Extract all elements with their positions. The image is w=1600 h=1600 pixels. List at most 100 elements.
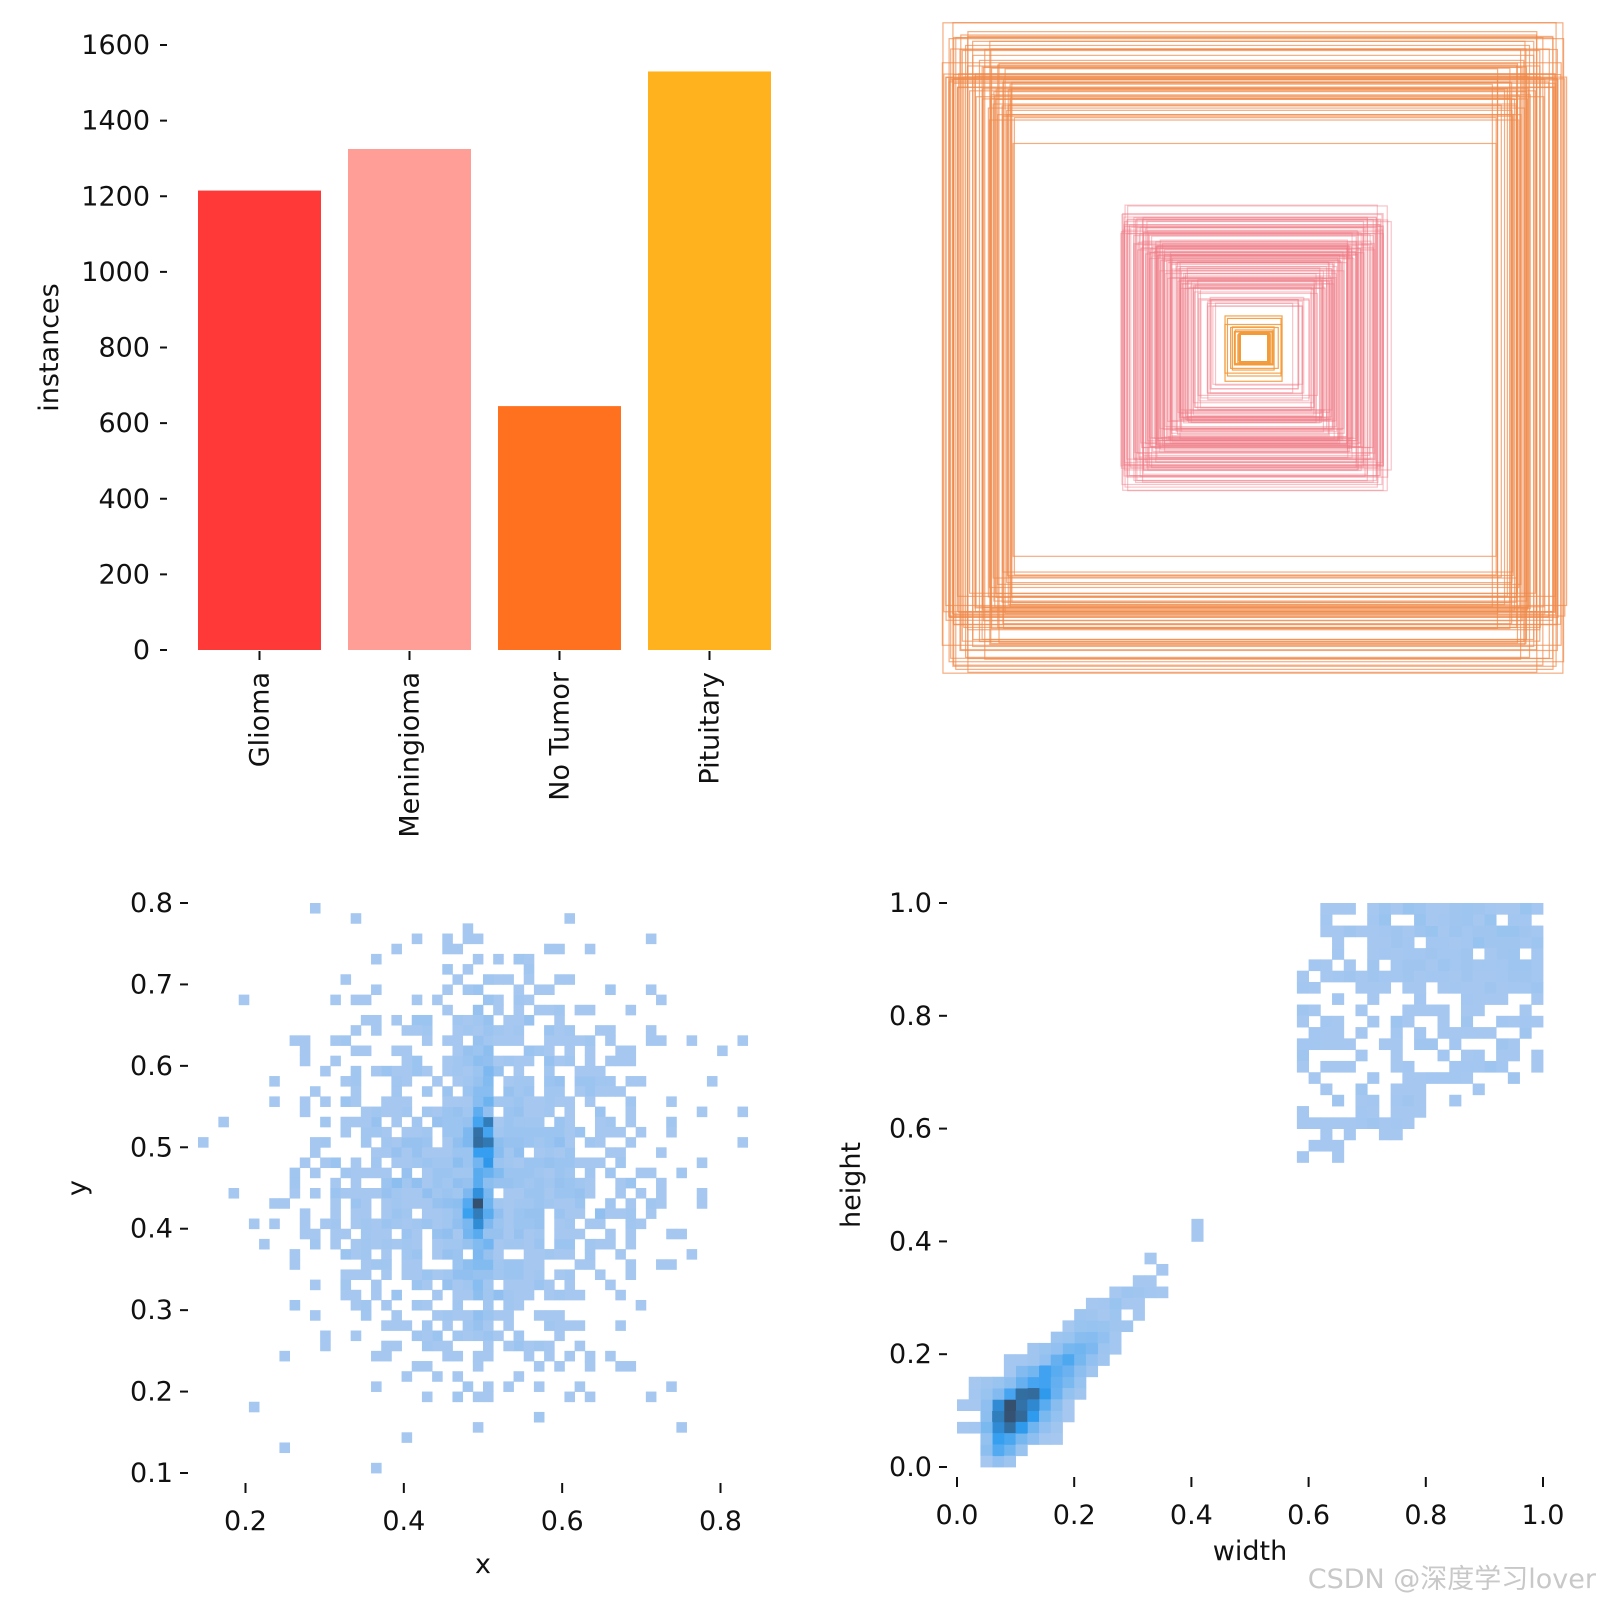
hist-cell: [411, 1198, 423, 1209]
hist-cell: [1332, 903, 1345, 915]
hist-cell: [411, 1330, 423, 1342]
hist-cell: [523, 974, 535, 985]
hist-cell: [544, 1340, 555, 1352]
hist-cell: [513, 1269, 525, 1281]
medium-box: [1147, 232, 1353, 459]
hist-cell: [544, 1310, 555, 1321]
hist-cell: [564, 1208, 576, 1219]
hist-cell: [564, 1147, 576, 1158]
hist-cell: [483, 1350, 494, 1362]
hist-cell: [594, 1116, 606, 1128]
medium-box: [1175, 265, 1338, 433]
hist-cell: [1132, 1275, 1145, 1287]
hist-cell: [381, 1177, 392, 1189]
hist-cell: [483, 1299, 494, 1311]
size-histogram-panel: 0.0 0.2 0.4 0.6 0.8 1.0 0.0 0.2 0.4 0.6 0.8 1.0 widt…: [836, 888, 1564, 1567]
hist-cell: [381, 1350, 392, 1362]
hist-cell: [1296, 1049, 1309, 1062]
hist-cell: [381, 1259, 392, 1270]
hist-cell: [523, 1279, 535, 1291]
y-tick-label: 0.4: [889, 1226, 932, 1257]
hist-cell: [1015, 1444, 1028, 1457]
hist-cell: [645, 984, 657, 996]
medium-box: [1155, 241, 1357, 463]
hist-cell: [584, 1076, 596, 1087]
hist-cell: [554, 1055, 565, 1067]
hist-cell: [554, 1086, 565, 1097]
hist-cell: [584, 1218, 596, 1230]
medium-box: [1169, 254, 1341, 445]
hist-cell: [635, 1218, 647, 1230]
medium-box: [1157, 245, 1349, 444]
hist-cell: [980, 1410, 993, 1423]
hist-cell: [533, 1411, 545, 1423]
hist-cell: [992, 1421, 1005, 1434]
hist-cell: [544, 943, 555, 955]
hist-cell: [1097, 1354, 1110, 1366]
hist-cell: [513, 1076, 525, 1087]
medium-box: [1165, 259, 1339, 441]
hist-cell: [544, 1167, 555, 1179]
hist-cell: [340, 1076, 352, 1087]
hist-cell: [269, 1096, 280, 1107]
large-box: [993, 91, 1528, 602]
hist-cell: [1472, 1083, 1485, 1096]
hist-cell: [1484, 925, 1497, 938]
hist-cell: [1472, 1027, 1485, 1039]
hist-cell: [371, 1289, 382, 1301]
medium-box: [1122, 212, 1384, 491]
hist-cell: [513, 1218, 525, 1230]
medium-box: [1207, 300, 1303, 401]
medium-box: [1170, 263, 1335, 431]
medium-box: [1190, 284, 1324, 418]
hist-cell: [1390, 925, 1403, 938]
hist-cell: [1109, 1297, 1122, 1310]
hist-cell: [472, 1137, 484, 1148]
hist-cell: [554, 1177, 565, 1189]
hist-cell: [533, 1310, 545, 1321]
hist-cell: [1332, 970, 1345, 983]
hist-cell: [513, 1299, 525, 1311]
hist-cell: [1015, 1376, 1028, 1389]
hist-cell: [1132, 1309, 1145, 1321]
hist-cell: [1484, 1027, 1497, 1039]
hist-cell: [1507, 948, 1520, 960]
hist-cell: [360, 1198, 372, 1209]
hist-cell: [503, 1198, 514, 1209]
hist-cell: [625, 1177, 637, 1189]
hist-cell: [696, 1188, 708, 1199]
hist-cell: [1355, 970, 1368, 983]
hist-cell: [533, 1126, 545, 1138]
hist-cell: [452, 1076, 464, 1087]
hist-cell: [381, 1340, 392, 1352]
hist-cell: [635, 1076, 647, 1087]
hist-cell: [544, 1004, 555, 1016]
hist-cell: [1484, 936, 1497, 949]
hist-cell: [1496, 948, 1509, 960]
hist-cell: [1460, 948, 1474, 960]
hist-cell: [574, 1198, 586, 1209]
hist-cell: [1003, 1410, 1016, 1423]
hist-cell: [605, 1350, 616, 1362]
hist-cell: [503, 1218, 514, 1230]
hist-cell: [401, 1208, 413, 1219]
medium-box: [1171, 257, 1339, 443]
hist-cell: [1015, 1399, 1028, 1411]
hist-cell: [483, 1279, 494, 1291]
medium-box: [1170, 254, 1345, 434]
hist-cell: [350, 1238, 362, 1250]
hist-cell: [238, 994, 250, 1006]
medium-box: [1147, 230, 1358, 471]
hist-cell: [1472, 925, 1485, 938]
hist-cell: [717, 1045, 728, 1057]
medium-box: [1186, 267, 1321, 421]
hist-cell: [554, 1025, 565, 1036]
hist-cell: [442, 1238, 453, 1250]
hist-cell: [1437, 959, 1450, 972]
hist-cell: [1003, 1365, 1016, 1378]
hist-cell: [1460, 903, 1474, 915]
hist-cell: [493, 974, 504, 985]
hist-cell: [1121, 1320, 1134, 1333]
hist-cell: [544, 1177, 555, 1189]
hist-cell: [1472, 903, 1485, 915]
